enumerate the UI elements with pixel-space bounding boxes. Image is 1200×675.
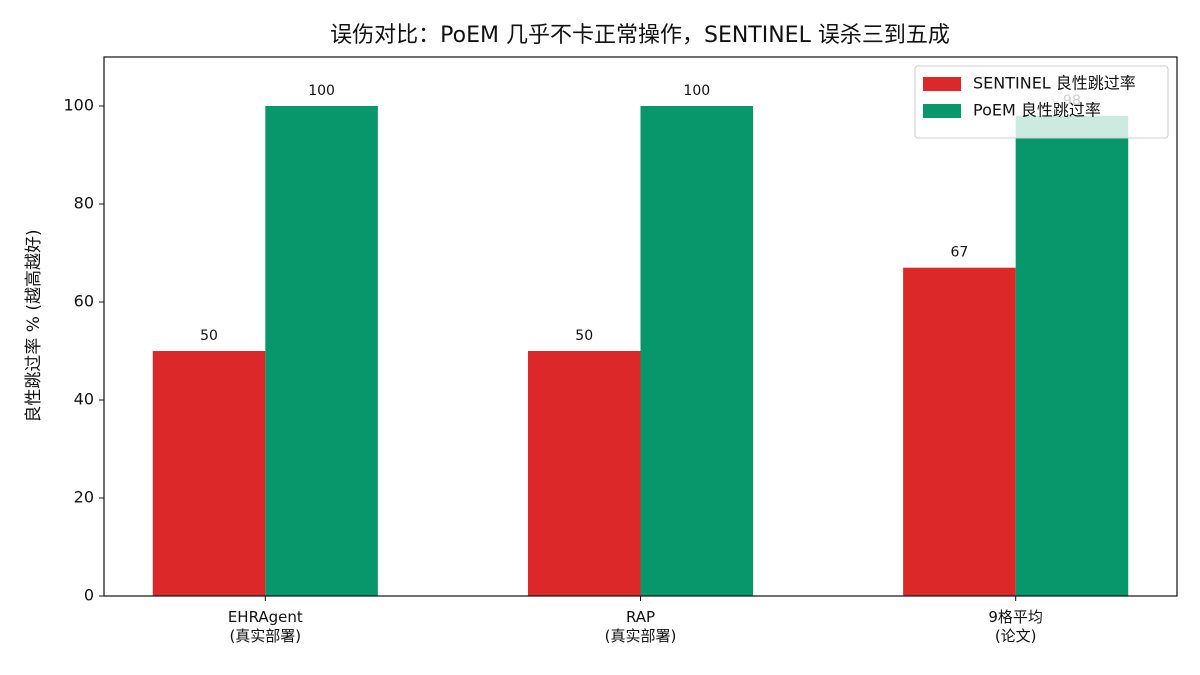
legend-swatch (923, 104, 961, 118)
bar (265, 106, 378, 596)
value-label: 67 (950, 245, 968, 261)
y-tick-label: 60 (74, 292, 94, 311)
y-axis-label: 良性跳过率 % (越高越好) (24, 229, 44, 422)
y-tick-label: 40 (74, 390, 94, 409)
bar (152, 351, 266, 596)
value-label: 50 (200, 328, 218, 344)
bar (1015, 115, 1129, 597)
bar (903, 267, 1016, 596)
bar (640, 106, 754, 596)
y-tick-label: 0 (84, 586, 94, 605)
legend-label: PoEM 良性跳过率 (973, 101, 1101, 120)
y-tick-label: 80 (74, 194, 94, 213)
legend-box (914, 65, 1169, 139)
x-tick-label: 9格平均 (论文) (988, 608, 1043, 645)
value-label: 100 (683, 83, 710, 99)
value-label: 50 (575, 328, 593, 344)
x-tick-label: EHRAgent (真实部署) (227, 608, 303, 645)
chart-title: 误伤对比：PoEM 几乎不卡正常操作，SENTINEL 误杀三到五成 (330, 23, 950, 48)
legend-label: SENTINEL 良性跳过率 (973, 74, 1136, 93)
x-tick-label: RAP (真实部署) (604, 608, 677, 645)
plot-frame (103, 56, 1178, 597)
value-label: 100 (308, 83, 335, 99)
bar (527, 351, 641, 596)
legend-swatch (923, 77, 961, 91)
y-tick-label: 20 (74, 488, 94, 507)
y-tick-label: 100 (63, 96, 94, 115)
